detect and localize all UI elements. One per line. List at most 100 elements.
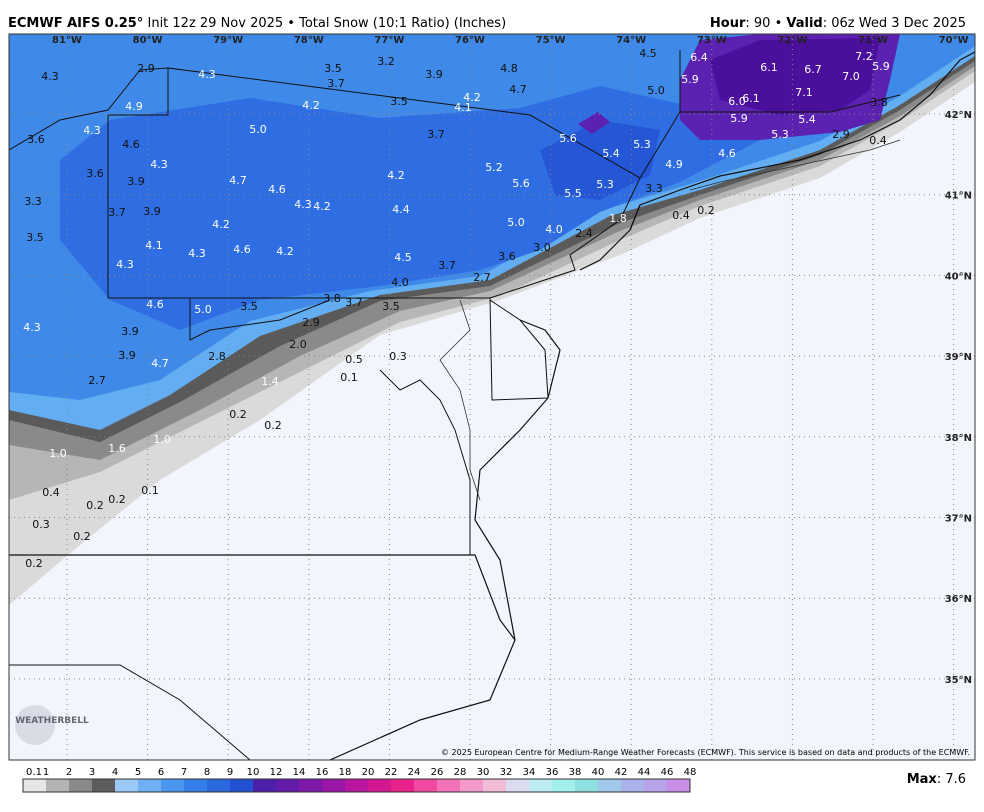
snow-value: 4.1	[145, 239, 163, 252]
colorbar-swatch	[207, 779, 230, 792]
snow-value: 3.7	[438, 259, 456, 272]
snow-value: 2.0	[289, 338, 307, 351]
snow-value: 1.0	[49, 447, 67, 460]
colorbar-frame	[22, 778, 691, 793]
snow-value: 4.3	[294, 198, 312, 211]
colorbar-label: 5	[135, 767, 141, 778]
title: ECMWF AIFS 0.25° Init 12z 29 Nov 2025 • …	[8, 16, 506, 31]
colorbar-swatch	[414, 779, 437, 792]
snow-value: 0.2	[25, 557, 43, 570]
snow-value: 4.3	[23, 321, 41, 334]
boundary	[689, 139, 901, 191]
colorbar-swatch	[230, 779, 253, 792]
colorbar-swatch	[391, 779, 414, 792]
snow-value: 4.3	[188, 247, 206, 260]
colorbar-label: 38	[569, 767, 582, 778]
colorbar-swatch	[299, 779, 322, 792]
max: Max: 7.6	[907, 772, 966, 787]
colorbar-label: 34	[523, 767, 536, 778]
colorbar-label: 30	[477, 767, 490, 778]
hour: : 90 •	[745, 16, 786, 31]
snow-value: 4.6	[233, 243, 251, 256]
lon-label: 73°W	[697, 35, 727, 46]
colorbar-label: 10	[247, 767, 260, 778]
snow-value: 0.2	[697, 204, 715, 217]
snow-value: 5.2	[485, 161, 503, 174]
snow-value: 3.6	[498, 250, 516, 263]
colorbar-swatch	[667, 779, 690, 792]
snow-value: 0.1	[340, 371, 358, 384]
colorbar-label: 48	[684, 767, 697, 778]
snow-value: 4.3	[41, 70, 59, 83]
snow-value: 5.0	[647, 84, 665, 97]
snow-value: 3.3	[24, 195, 42, 208]
colorbar-swatch	[368, 779, 391, 792]
snow-value: 1.6	[108, 442, 126, 455]
snow-value: 2.8	[208, 350, 226, 363]
colorbar-label: 36	[546, 767, 559, 778]
boundary	[579, 204, 641, 271]
colorbar-swatch	[184, 779, 207, 792]
lat-label: 37°N	[945, 514, 972, 525]
colorbar-label: 4	[112, 767, 118, 778]
copyright: © 2025 European Centre for Medium-Range …	[441, 748, 970, 757]
colorbar-swatch	[483, 779, 506, 792]
snow-value: 5.3	[596, 178, 614, 191]
snow-value: 4.2	[302, 99, 320, 112]
header: ECMWF AIFS 0.25° Init 12z 29 Nov 2025 • …	[8, 16, 966, 31]
snow-value: 5.0	[507, 216, 525, 229]
snow-value: 3.3	[645, 182, 663, 195]
snow-value: 4.6	[718, 147, 736, 160]
colorbar-label: 12	[270, 767, 283, 778]
lat-label: 41°N	[945, 191, 972, 202]
colorbar-swatch	[460, 779, 483, 792]
snow-value: 3.5	[390, 95, 408, 108]
lat-label: 36°N	[945, 594, 972, 605]
snow-value: 4.6	[268, 183, 286, 196]
snow-value: 4.3	[150, 158, 168, 171]
colorbar-label: 14	[293, 767, 306, 778]
lat-label: 39°N	[945, 352, 972, 363]
colorbar-label: 42	[615, 767, 628, 778]
snow-value: 4.1	[454, 101, 472, 114]
snow-value: 2.4	[575, 227, 593, 240]
boundary	[9, 664, 251, 760]
snow-value: 3.8	[870, 96, 888, 109]
snow-value: 5.6	[559, 132, 577, 145]
snow-value: 2.9	[302, 316, 320, 329]
colorbar-swatch	[46, 779, 69, 792]
snow-heavy	[710, 38, 880, 115]
snow-value: 4.2	[276, 245, 294, 258]
snow-heavy	[578, 112, 610, 134]
snow-value: 5.0	[249, 123, 267, 136]
logo-mark	[15, 705, 55, 745]
snow-value: 4.6	[122, 138, 140, 151]
snow-value: 4.2	[212, 218, 230, 231]
colorbar-label: 22	[385, 767, 398, 778]
snow-value: 4.0	[545, 223, 563, 236]
model: ECMWF AIFS 0.25°	[8, 16, 143, 31]
snow-value: 4.5	[639, 47, 657, 60]
map: 4.32.9 4.3 3.53.23.73.9 4.84.74.5 6.45.96.1 6…	[9, 34, 975, 760]
colorbar-label: 3	[89, 767, 95, 778]
snow-value: 5.9	[872, 60, 890, 73]
snow-value: 6.7	[804, 63, 822, 76]
snow-value: 6.0	[728, 95, 746, 108]
lon-label: 70°W	[939, 35, 969, 46]
boundary	[189, 298, 331, 341]
snow-value: 0.2	[86, 499, 104, 512]
boundary	[9, 67, 169, 151]
lon-label: 76°W	[455, 35, 485, 46]
lon-label: 71°W	[858, 35, 888, 46]
valid: : 06z Wed 3 Dec 2025	[823, 16, 966, 31]
boundary	[379, 369, 471, 555]
snow-value: 1.0	[153, 433, 171, 446]
snow-value: 5.3	[633, 138, 651, 151]
colorbar-swatch	[575, 779, 598, 792]
snow-value: 4.7	[509, 83, 527, 96]
snow-value: 6.4	[690, 51, 708, 64]
snow-value: 4.3	[198, 68, 216, 81]
snow-value: 5.6	[512, 177, 530, 190]
snow-value: 6.1	[742, 92, 760, 105]
snow-value: 4.6	[146, 298, 164, 311]
